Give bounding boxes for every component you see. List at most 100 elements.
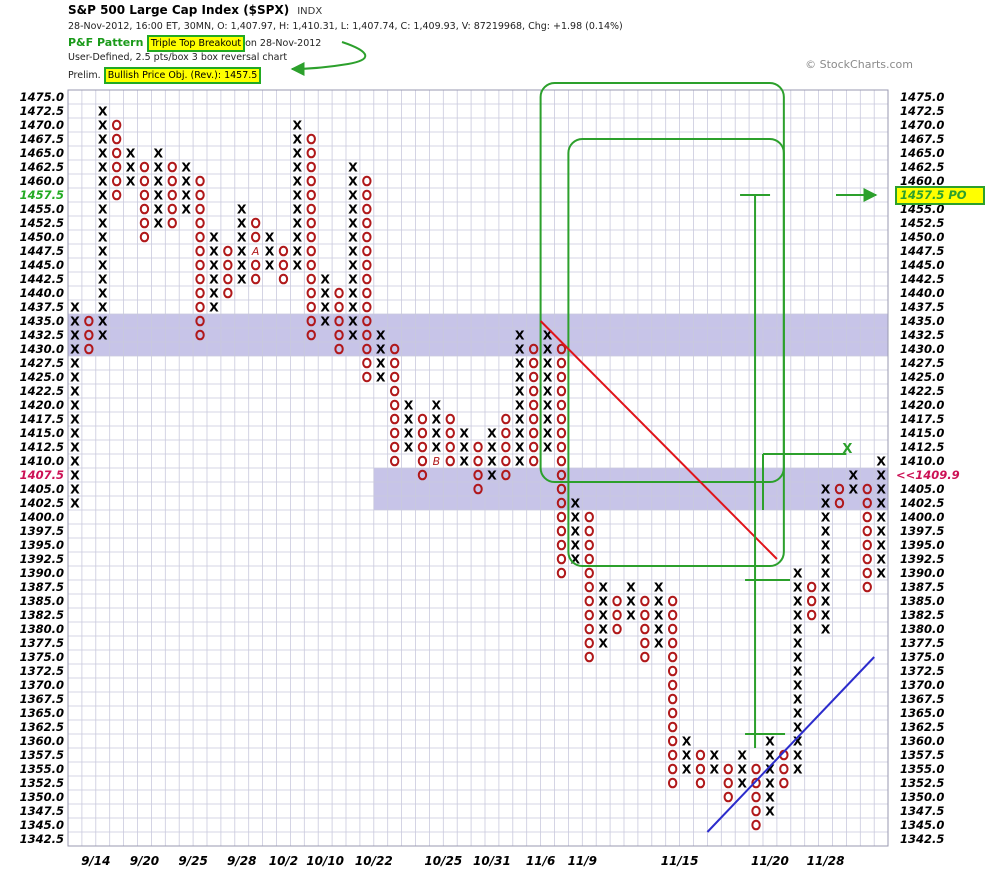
x-box: X [626, 608, 636, 623]
o-box [556, 399, 567, 411]
o-box [640, 609, 650, 621]
x-box: X [70, 398, 80, 413]
pattern-value-badge: Triple Top Breakout [146, 35, 246, 52]
o-box [556, 427, 567, 439]
x-box: X [237, 202, 247, 217]
y-tick-label-left: 1455.0 [20, 202, 64, 216]
o-box [195, 245, 205, 257]
y-tick-label-right: 1380.0 [900, 622, 944, 636]
x-box: X [793, 608, 803, 623]
o-box [501, 455, 511, 467]
x-box: X [876, 552, 886, 567]
x-box: X [543, 328, 553, 343]
y-tick-label-left: 1467.5 [20, 132, 64, 146]
x-box: X [515, 426, 525, 441]
o-box [250, 259, 261, 271]
o-box [334, 343, 344, 355]
x-box: X [348, 328, 358, 343]
y-tick-label-right: 1397.5 [900, 524, 944, 538]
y-tick-label-left: 1422.5 [20, 384, 64, 398]
o-box [389, 441, 400, 453]
x-box: X [98, 202, 108, 217]
o-box [473, 441, 483, 453]
x-box: X [98, 230, 108, 245]
x-box: X [821, 510, 831, 525]
pf-column-x: XXX [459, 426, 469, 469]
o-box [417, 441, 428, 453]
o-box [862, 497, 872, 509]
y-tick-label-left: 1450.0 [20, 230, 64, 244]
y-tick-label-left: 1432.5 [20, 328, 64, 342]
x-box: X [209, 300, 219, 315]
o-box [667, 609, 678, 621]
o-box [195, 175, 205, 187]
pf-column-o [584, 511, 594, 663]
o-box [667, 595, 678, 607]
x-box: X [459, 426, 469, 441]
pf-column-o [84, 315, 94, 355]
y-tick-label-left: 1440.0 [20, 286, 64, 300]
x-box: X [265, 258, 275, 273]
x-box: X [265, 244, 275, 259]
x-box: X [265, 230, 275, 245]
x-box: X [654, 622, 664, 637]
x-box: X [821, 566, 831, 581]
x-box: X [876, 468, 886, 483]
x-box: X [376, 356, 386, 371]
x-box: X [154, 146, 164, 161]
x-box: X [70, 454, 80, 469]
y-tick-label-left: 1420.0 [20, 398, 64, 412]
x-box: X [821, 482, 831, 497]
o-box [417, 469, 428, 481]
y-tick-label-right: 1452.5 [900, 216, 944, 230]
x-box: X [515, 440, 525, 455]
x-box: X [404, 426, 414, 441]
x-box: X [515, 398, 525, 413]
y-tick-label-right: 1347.5 [900, 804, 944, 818]
x-box: X [209, 272, 219, 287]
annotations: X [539, 82, 875, 833]
x-box: X [293, 216, 303, 231]
x-box: X [737, 762, 747, 777]
y-tick-label-right: 1447.5 [900, 244, 944, 258]
o-box [862, 567, 872, 579]
x-box: X [598, 622, 608, 637]
y-tick-label-left: 1382.5 [20, 608, 64, 622]
y-tick-label-right: 1425.0 [900, 370, 944, 384]
o-box [528, 371, 539, 383]
y-tick-label-left: 1445.0 [20, 258, 64, 272]
o-box [84, 343, 94, 355]
x-box: X [126, 146, 136, 161]
o-box [806, 595, 817, 607]
y-tick-label-right: 1410.0 [900, 454, 944, 468]
x-date-label: 9/25 [178, 854, 207, 868]
o-box [362, 245, 372, 257]
o-box [556, 525, 567, 537]
x-box: X [70, 426, 80, 441]
x-box: X [710, 748, 720, 763]
o-box [667, 679, 678, 691]
x-box: X [682, 734, 692, 749]
o-box [556, 511, 567, 523]
x-box: X [348, 286, 358, 301]
x-date-label: 11/9 [568, 854, 597, 868]
pattern-row: P&F Pattern Triple Top Breakout on 28-Nov… [68, 35, 321, 52]
y-tick-label-left: 1437.5 [20, 300, 64, 314]
o-box [528, 413, 539, 425]
breakout-tick: X [842, 442, 852, 457]
o-box [223, 245, 233, 257]
x-box: X [98, 216, 108, 231]
y-tick-label-left: 1377.5 [20, 636, 64, 650]
x-box: X [876, 496, 886, 511]
x-box: X [98, 146, 108, 161]
o-box [584, 609, 594, 621]
x-box: X [348, 230, 358, 245]
x-date-label: 10/31 [473, 854, 511, 868]
o-box [389, 413, 400, 425]
o-box [751, 777, 761, 789]
pf-column-o [834, 483, 845, 509]
x-box: X [237, 272, 247, 287]
consolidation-box [567, 138, 785, 567]
